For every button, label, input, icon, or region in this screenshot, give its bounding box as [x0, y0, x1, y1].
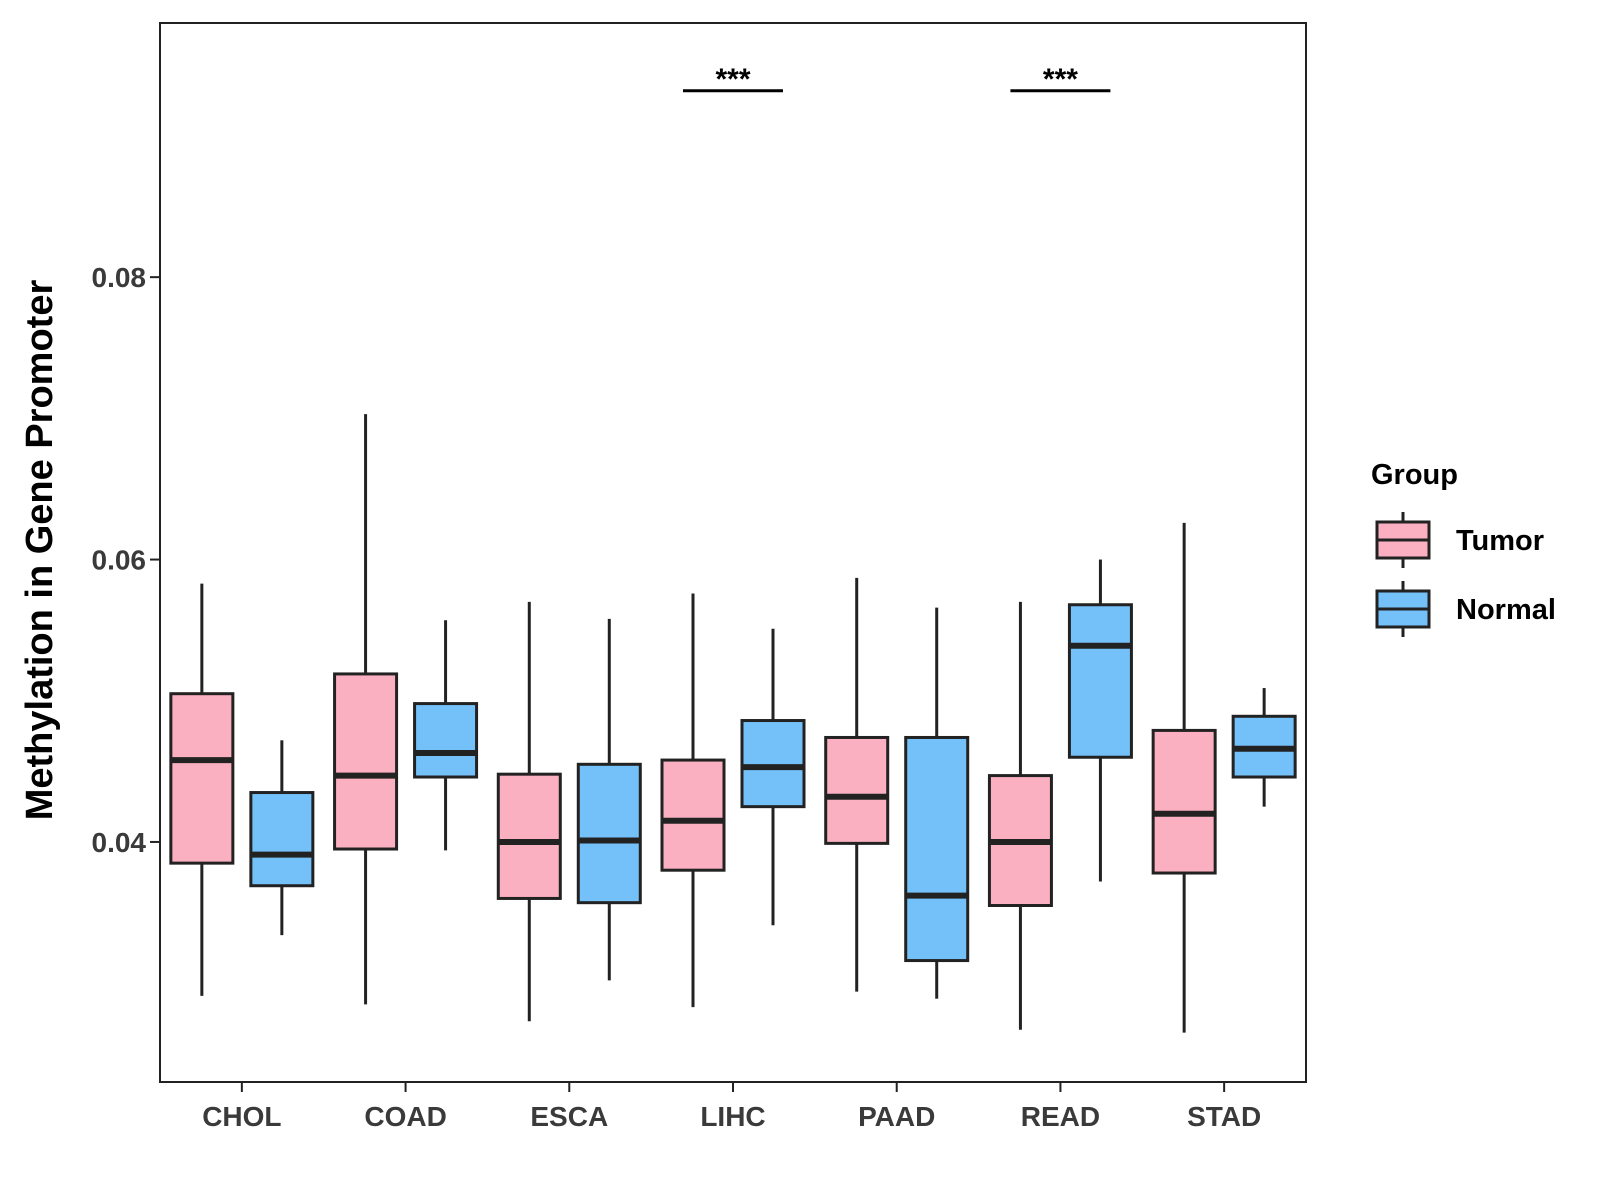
box-normal-stad	[1231, 688, 1297, 807]
box-body	[169, 692, 235, 865]
significance-label: ***	[715, 63, 750, 96]
legend-item-tumor: Tumor	[1375, 512, 1544, 568]
y-tick-label: 0.08	[92, 262, 147, 293]
legend-label: Normal	[1456, 594, 1556, 626]
plot-panel-border	[159, 22, 1307, 1083]
box-body	[496, 772, 562, 900]
box-normal-lihc	[740, 628, 806, 926]
box-normal-chol	[249, 740, 315, 936]
box-body	[1067, 603, 1133, 759]
plot-area: 0.04 0.06 0.08 CHOL COAD ESCA LIHC PAAD READ STAD…	[92, 22, 1307, 1132]
x-tick-label: ESCA	[530, 1101, 608, 1132]
x-tick-label: READ	[1021, 1101, 1100, 1132]
box-normal-coad	[413, 620, 479, 851]
x-tick-label: PAAD	[858, 1101, 935, 1132]
box-body	[660, 758, 726, 872]
box-normal-esca	[576, 618, 642, 981]
y-tick-label: 0.06	[92, 545, 147, 576]
box-normal-paad	[904, 607, 970, 999]
box-tumor-coad	[333, 414, 399, 1005]
x-tick-label: COAD	[364, 1101, 446, 1132]
legend-title: Group	[1371, 459, 1458, 491]
box-tumor-lihc	[660, 593, 726, 1008]
box-body	[249, 791, 315, 888]
box-tumor-stad	[1151, 522, 1217, 1033]
x-tick-label: CHOL	[202, 1101, 281, 1132]
box-body	[333, 672, 399, 851]
box-body	[904, 735, 970, 963]
box-body	[413, 702, 479, 779]
legend-label: Tumor	[1456, 525, 1544, 557]
box-tumor-paad	[824, 577, 890, 992]
y-tick-label: 0.04	[92, 827, 147, 858]
box-tumor-read	[987, 601, 1053, 1030]
legend-item-normal: Normal	[1375, 581, 1556, 637]
box-body	[824, 735, 890, 845]
x-tick-label: LIHC	[700, 1101, 765, 1132]
y-axis-title: Methylation in Gene Promoter	[19, 280, 61, 821]
box-tumor-chol	[169, 583, 235, 996]
box-body	[576, 762, 642, 905]
box-body	[1151, 728, 1217, 875]
x-tick-label: STAD	[1187, 1101, 1261, 1132]
box-body	[740, 719, 806, 809]
box-tumor-esca	[496, 601, 562, 1022]
box-normal-read	[1067, 559, 1133, 882]
significance-label: ***	[1043, 63, 1078, 96]
legend: Group Tumor Normal	[1371, 459, 1556, 637]
